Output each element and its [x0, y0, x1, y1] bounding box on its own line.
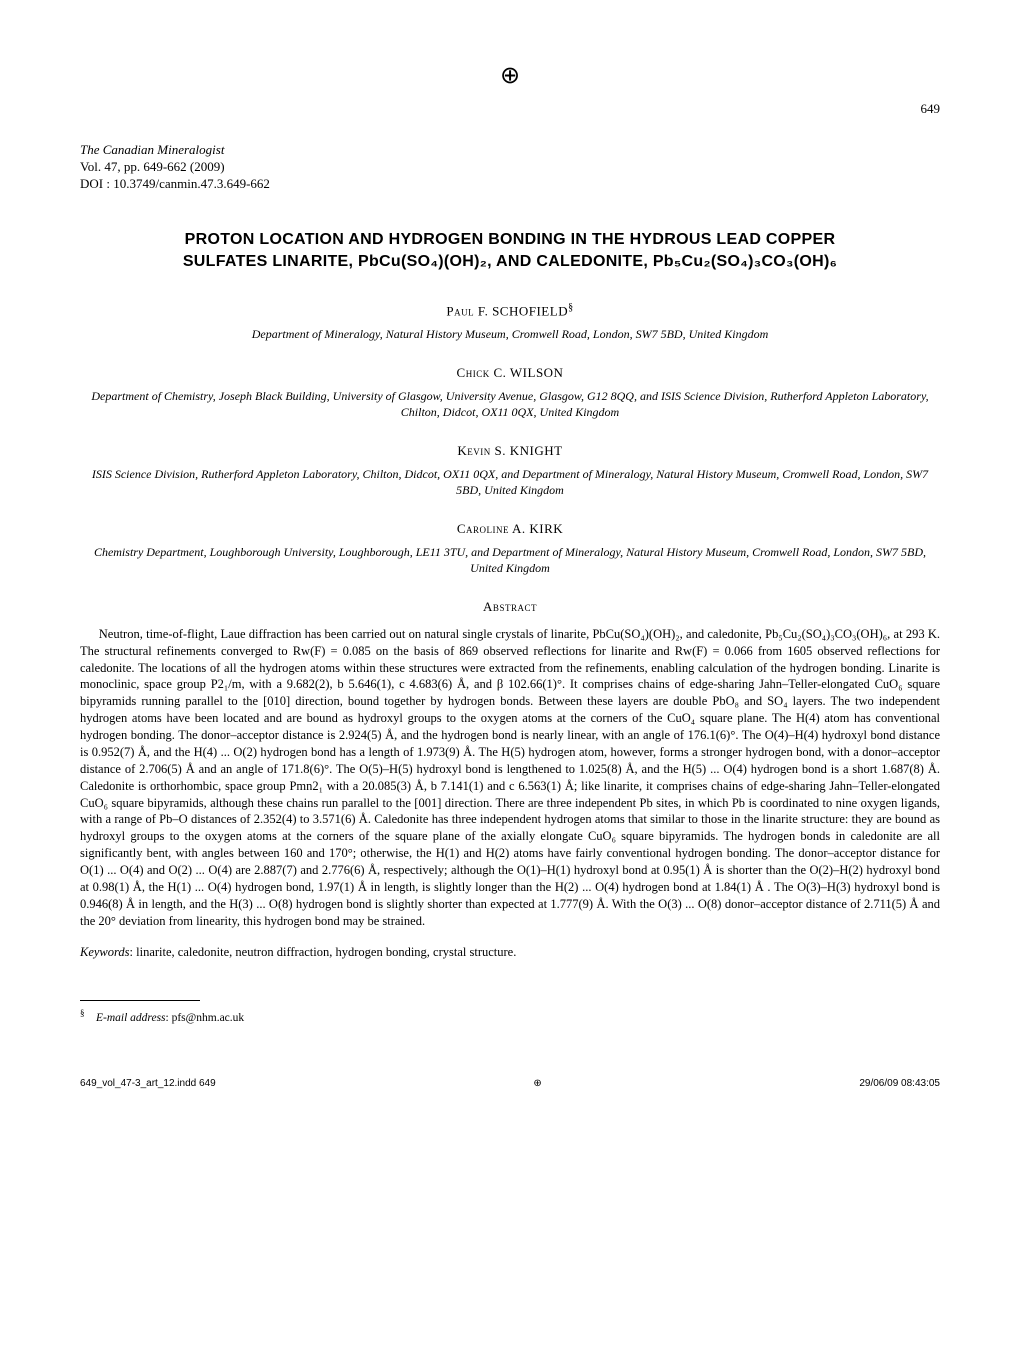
title-line-2: SULFATES LINARITE, PbCu(SO₄)(OH)₂, AND C… [183, 253, 837, 270]
journal-vol-pages: Vol. 47, pp. 649-662 (2009) [80, 159, 940, 176]
keywords-label: Keywords [80, 945, 130, 959]
journal-doi: DOI : 10.3749/canmin.47.3.649-662 [80, 176, 940, 193]
article-title: PROTON LOCATION AND HYDROGEN BONDING IN … [80, 229, 940, 274]
author-name-1: Paul F. SCHOFIELD§ [80, 301, 940, 320]
author-name-2: Chick C. WILSON [80, 364, 940, 382]
author-affiliation-3: ISIS Science Division, Rutherford Applet… [80, 466, 940, 498]
keywords: Keywords: linarite, caledonite, neutron … [80, 944, 940, 961]
crop-mark-bottom: ⊕ [533, 1077, 541, 1091]
author-affiliation-4: Chemistry Department, Loughborough Unive… [80, 544, 940, 576]
author-name-4: Caroline A. KIRK [80, 520, 940, 538]
author-affiliation-1: Department of Mineralogy, Natural Histor… [80, 326, 940, 342]
journal-info-block: The Canadian Mineralogist Vol. 47, pp. 6… [80, 142, 940, 193]
footer-left: 649_vol_47-3_art_12.indd 649 [80, 1077, 216, 1091]
footnote-rule [80, 1000, 200, 1001]
journal-name: The Canadian Mineralogist [80, 142, 940, 159]
keywords-text: : linarite, caledonite, neutron diffract… [130, 945, 517, 959]
footer-right: 29/06/09 08:43:05 [859, 1077, 940, 1091]
footnote: § E-mail address: pfs@nhm.ac.uk [80, 1007, 940, 1026]
author-block-4: Caroline A. KIRK Chemistry Department, L… [80, 520, 940, 576]
author-name-3: Kevin S. KNIGHT [80, 442, 940, 460]
abstract-text: Neutron, time-of-flight, Laue diffractio… [80, 626, 940, 930]
footer-row: 649_vol_47-3_art_12.indd 649 ⊕ 29/06/09 … [80, 1077, 940, 1091]
author-block-3: Kevin S. KNIGHT ISIS Science Division, R… [80, 442, 940, 498]
author-affiliation-2: Department of Chemistry, Joseph Black Bu… [80, 388, 940, 420]
author-block-1: Paul F. SCHOFIELD§ Department of Mineral… [80, 301, 940, 342]
footnote-label: E-mail address [96, 1012, 166, 1024]
title-line-1: PROTON LOCATION AND HYDROGEN BONDING IN … [185, 231, 836, 248]
crop-mark-top: ⊕ [80, 60, 940, 92]
author-block-2: Chick C. WILSON Department of Chemistry,… [80, 364, 940, 420]
footnote-symbol: § [80, 1008, 85, 1018]
page-number-top: 649 [80, 100, 940, 118]
abstract-heading: Abstract [80, 598, 940, 616]
footnote-text: : pfs@nhm.ac.uk [166, 1012, 245, 1024]
